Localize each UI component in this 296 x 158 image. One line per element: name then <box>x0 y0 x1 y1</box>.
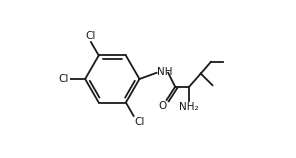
Text: Cl: Cl <box>59 74 69 84</box>
Text: O: O <box>158 101 166 111</box>
Text: NH: NH <box>157 67 173 77</box>
Text: Cl: Cl <box>134 117 145 127</box>
Text: Cl: Cl <box>86 31 96 41</box>
Text: NH₂: NH₂ <box>179 102 199 112</box>
